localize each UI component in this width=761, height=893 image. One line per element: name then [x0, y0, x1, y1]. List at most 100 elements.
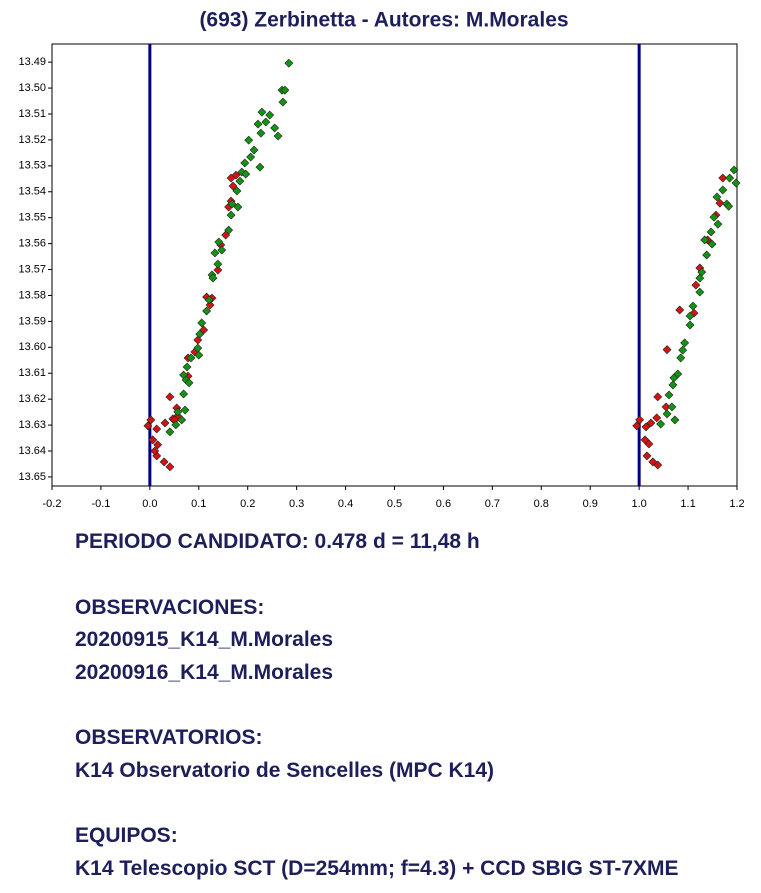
data-point	[197, 318, 207, 328]
x-tick-label: 1.2	[729, 498, 744, 510]
data-point	[270, 123, 280, 133]
data-point	[685, 311, 695, 321]
data-point	[642, 451, 652, 461]
data-point	[709, 212, 719, 222]
data-point	[231, 170, 241, 180]
data-point	[241, 169, 251, 179]
chart-title: (693) Zerbinetta - Autores: M.Morales	[199, 9, 568, 32]
data-point	[685, 320, 695, 330]
data-point	[729, 165, 739, 175]
data-point	[186, 353, 196, 363]
y-tick-label: 13.51	[18, 108, 46, 120]
y-tick-label: 13.60	[18, 341, 46, 353]
text-line: PERIODO CANDIDATO: 0.478 d = 11,48 h	[75, 530, 480, 553]
text-block: EQUIPOS: K14 Telescopio SCT (D=254mm; f=4…	[75, 820, 755, 885]
y-tick-label: 13.58	[18, 289, 46, 301]
data-point	[702, 250, 712, 260]
data-point	[653, 392, 663, 402]
text-line: 20200915_K14_M.Morales	[75, 628, 334, 651]
data-point	[213, 259, 223, 269]
data-point	[718, 185, 728, 195]
data-point	[179, 389, 189, 399]
y-tick-label: 13.53	[18, 160, 46, 172]
data-point	[202, 306, 212, 316]
y-tick-label: 13.50	[18, 82, 46, 94]
text-block: OBSERVACIONES: 20200915_K14_M.Morales 2020…	[75, 592, 755, 690]
y-tick-label: 13.64	[18, 445, 46, 457]
y-tick-label: 13.55	[18, 212, 46, 224]
data-point	[280, 85, 290, 95]
data-point	[680, 338, 690, 348]
data-point	[194, 350, 204, 360]
data-point	[165, 392, 175, 402]
x-tick-label: 0.5	[387, 498, 402, 510]
y-tick-label: 13.54	[18, 186, 46, 198]
data-point	[662, 345, 672, 355]
data-point	[670, 415, 680, 425]
data-point	[213, 265, 223, 275]
data-point	[641, 422, 651, 432]
text-line: K14 Observatorio de Sencelles (MPC K14)	[75, 758, 494, 782]
data-point	[173, 407, 183, 417]
text-line: OBSERVATORIOS:	[75, 726, 263, 749]
data-point	[165, 462, 175, 472]
data-point	[273, 131, 283, 141]
data-point	[210, 248, 220, 258]
x-tick-label: -0.1	[91, 498, 110, 510]
data-point	[278, 97, 288, 107]
x-tick-label: 0.7	[485, 498, 500, 510]
data-point	[177, 415, 187, 425]
data-point	[653, 460, 663, 470]
data-point	[652, 413, 662, 423]
y-tick-label: 13.49	[18, 56, 46, 68]
x-tick-label: 1.0	[631, 498, 646, 510]
data-point	[700, 235, 710, 245]
data-point	[143, 421, 153, 431]
data-point	[715, 198, 725, 208]
data-point	[159, 457, 169, 467]
data-point	[152, 424, 162, 434]
data-point	[204, 295, 214, 305]
data-point	[284, 58, 294, 68]
data-point	[675, 305, 685, 315]
data-point	[695, 273, 705, 283]
data-point	[706, 227, 716, 237]
plot-area	[51, 43, 738, 487]
data-point	[256, 128, 266, 138]
data-point	[227, 199, 237, 209]
data-point	[707, 239, 717, 249]
data-point	[265, 110, 275, 120]
y-tick-label: 13.65	[18, 471, 46, 483]
data-point	[635, 415, 645, 425]
data-point	[678, 345, 688, 355]
data-point	[713, 219, 723, 229]
text-line: K14 Telescopio SCT (D=254mm; f=4.3) + CC…	[75, 856, 679, 880]
data-point	[257, 107, 267, 117]
data-point	[691, 280, 701, 290]
data-point	[246, 152, 256, 162]
data-point	[150, 446, 160, 456]
data-point	[233, 202, 243, 212]
data-point	[724, 201, 734, 211]
x-tick-label: 0.3	[289, 498, 304, 510]
data-point	[261, 117, 271, 127]
data-point	[184, 378, 194, 388]
data-point	[731, 178, 741, 188]
data-point	[632, 421, 642, 431]
data-point	[255, 162, 265, 172]
data-point	[688, 301, 698, 311]
data-point	[249, 145, 259, 155]
text-block: OBSERVATORIOS: K14 Observatorio de Sencel…	[75, 722, 755, 787]
chart: (693) Zerbinetta - Autores: M.Morales 13…	[18, 9, 744, 510]
x-tick-label: 0.6	[436, 498, 451, 510]
data-point	[165, 427, 175, 437]
x-tick-label: 0.1	[191, 498, 206, 510]
data-point	[214, 237, 224, 247]
notes: PERIODO CANDIDATO: 0.478 d = 11,48 h OBSE…	[75, 526, 755, 893]
text-line: 20200916_K14_M.Morales	[75, 660, 334, 684]
data-point	[718, 173, 728, 183]
data-point	[644, 439, 654, 449]
y-tick-label: 13.61	[18, 367, 46, 379]
data-point	[646, 418, 656, 428]
